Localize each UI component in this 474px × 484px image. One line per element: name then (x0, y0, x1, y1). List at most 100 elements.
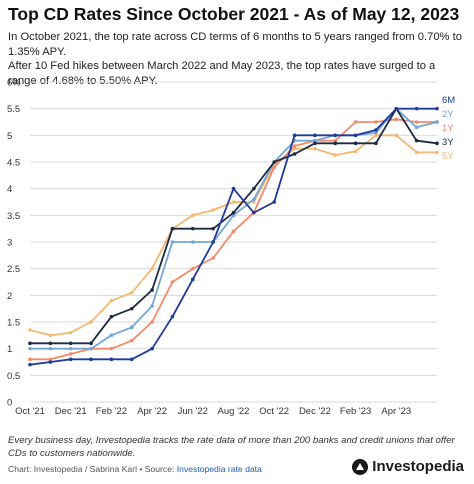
data-point-3y (89, 341, 93, 346)
y-tick-label: 5.5 (7, 104, 20, 115)
data-point-1y (150, 320, 154, 324)
data-point-1y (211, 256, 215, 260)
data-point-3y (292, 152, 297, 156)
data-point-5y (435, 150, 439, 155)
y-tick-label: 1.5 (7, 318, 20, 329)
data-point-6m (170, 314, 175, 319)
data-point-3y (231, 210, 236, 215)
y-tick-label: 4.5 (7, 158, 20, 169)
series-label-6m: 6M (442, 95, 455, 106)
data-point-5y (89, 320, 93, 324)
investopedia-logo: Investopedia (352, 458, 464, 475)
source-link[interactable]: Investopedia rate data (176, 464, 262, 474)
data-point-5y (48, 333, 53, 338)
data-point-5y (68, 330, 73, 335)
data-point-5y (28, 328, 32, 332)
data-point-5y (333, 153, 338, 157)
data-point-6m (313, 133, 317, 138)
data-point-5y (231, 200, 236, 204)
data-point-6m (272, 200, 277, 204)
data-point-6m (68, 357, 73, 362)
data-point-2y (28, 346, 32, 351)
x-tick-label: Dec '21 (55, 406, 87, 417)
series-label-3y: 3Y (442, 137, 454, 148)
y-tick-label: 6% (7, 78, 21, 89)
data-point-2y (313, 138, 317, 143)
y-tick-label: 0 (7, 398, 12, 409)
footnote: Every business day, Investopedia tracks … (8, 435, 455, 459)
data-point-6m (252, 210, 256, 215)
data-point-6m (353, 133, 358, 138)
data-point-3y (333, 141, 338, 146)
data-point-6m (292, 133, 297, 138)
data-point-2y (252, 197, 256, 202)
y-tick-label: 2 (7, 291, 12, 302)
series-label-1y: 1Y (442, 123, 454, 134)
data-point-5y (374, 133, 378, 138)
data-point-1y (68, 352, 73, 356)
data-point-5y (211, 208, 215, 212)
series-line-6m (29, 107, 437, 366)
x-tick-label: Oct '21 (15, 406, 45, 417)
data-point-3y (353, 141, 358, 146)
data-point-6m (435, 106, 439, 111)
y-tick-label: 5 (7, 131, 12, 142)
data-point-3y (374, 141, 378, 146)
y-tick-label: 4 (7, 184, 12, 195)
chart-series (28, 106, 439, 367)
x-tick-label: Oct '22 (259, 406, 289, 417)
data-point-2y (170, 240, 175, 244)
data-point-1y (292, 144, 297, 148)
chart-title: Top CD Rates Since October 2021 - As of … (8, 4, 460, 24)
series-end-labels: 6M 2Y 1Y 3Y 5Y (442, 95, 455, 162)
data-point-6m (48, 360, 53, 364)
y-axis-tick-labels: 0 0.5 1 1.5 2 2.5 3 3.5 4 4.5 5 5.5 6% (7, 78, 21, 409)
subtitle-line-2: After 10 Fed hikes between March 2022 an… (8, 60, 436, 87)
y-tick-label: 2.5 (7, 264, 20, 275)
x-tick-label: Feb '23 (340, 406, 371, 417)
data-point-5y (129, 290, 134, 295)
data-point-6m (28, 362, 32, 367)
data-point-6m (150, 346, 154, 351)
series-line-5y (29, 134, 437, 337)
data-point-1y (394, 117, 399, 122)
series-label-5y: 5Y (442, 151, 454, 162)
chart-subtitle: In October 2021, the top rate across CD … (8, 30, 466, 88)
data-point-3y (414, 138, 419, 143)
data-point-3y (48, 341, 53, 346)
data-point-3y (68, 341, 73, 346)
data-point-5y (313, 146, 317, 151)
data-point-3y (252, 186, 256, 191)
data-point-2y (150, 304, 154, 308)
subtitle-line-1: In October 2021, the top rate across CD … (8, 31, 462, 58)
data-point-2y (68, 346, 73, 351)
chart-credit: Chart: Investopedia / Sabrina Karl • Sou… (8, 464, 262, 474)
data-point-2y (414, 125, 419, 130)
data-point-6m (191, 277, 195, 282)
data-point-2y (191, 240, 195, 244)
data-point-5y (109, 298, 114, 303)
data-point-5y (191, 213, 195, 218)
data-point-1y (374, 120, 378, 124)
data-point-1y (414, 120, 419, 124)
data-point-3y (150, 288, 154, 292)
data-point-1y (272, 165, 277, 170)
data-point-6m (129, 357, 134, 362)
data-point-6m (394, 106, 399, 111)
data-point-3y (129, 306, 134, 311)
data-point-2y (435, 120, 439, 124)
data-point-1y (109, 346, 114, 351)
data-point-6m (109, 357, 114, 362)
data-point-1y (191, 266, 195, 271)
data-point-3y (170, 226, 175, 231)
data-point-3y (272, 160, 277, 164)
data-point-5y (150, 266, 154, 271)
data-point-3y (109, 314, 114, 319)
credit-text: Chart: Investopedia / Sabrina Karl • Sou… (8, 464, 175, 474)
data-point-3y (211, 226, 215, 231)
data-point-2y (48, 346, 53, 351)
x-tick-label: Apr '23 (381, 406, 411, 417)
x-tick-label: Dec '22 (299, 406, 331, 417)
data-point-1y (28, 357, 32, 362)
